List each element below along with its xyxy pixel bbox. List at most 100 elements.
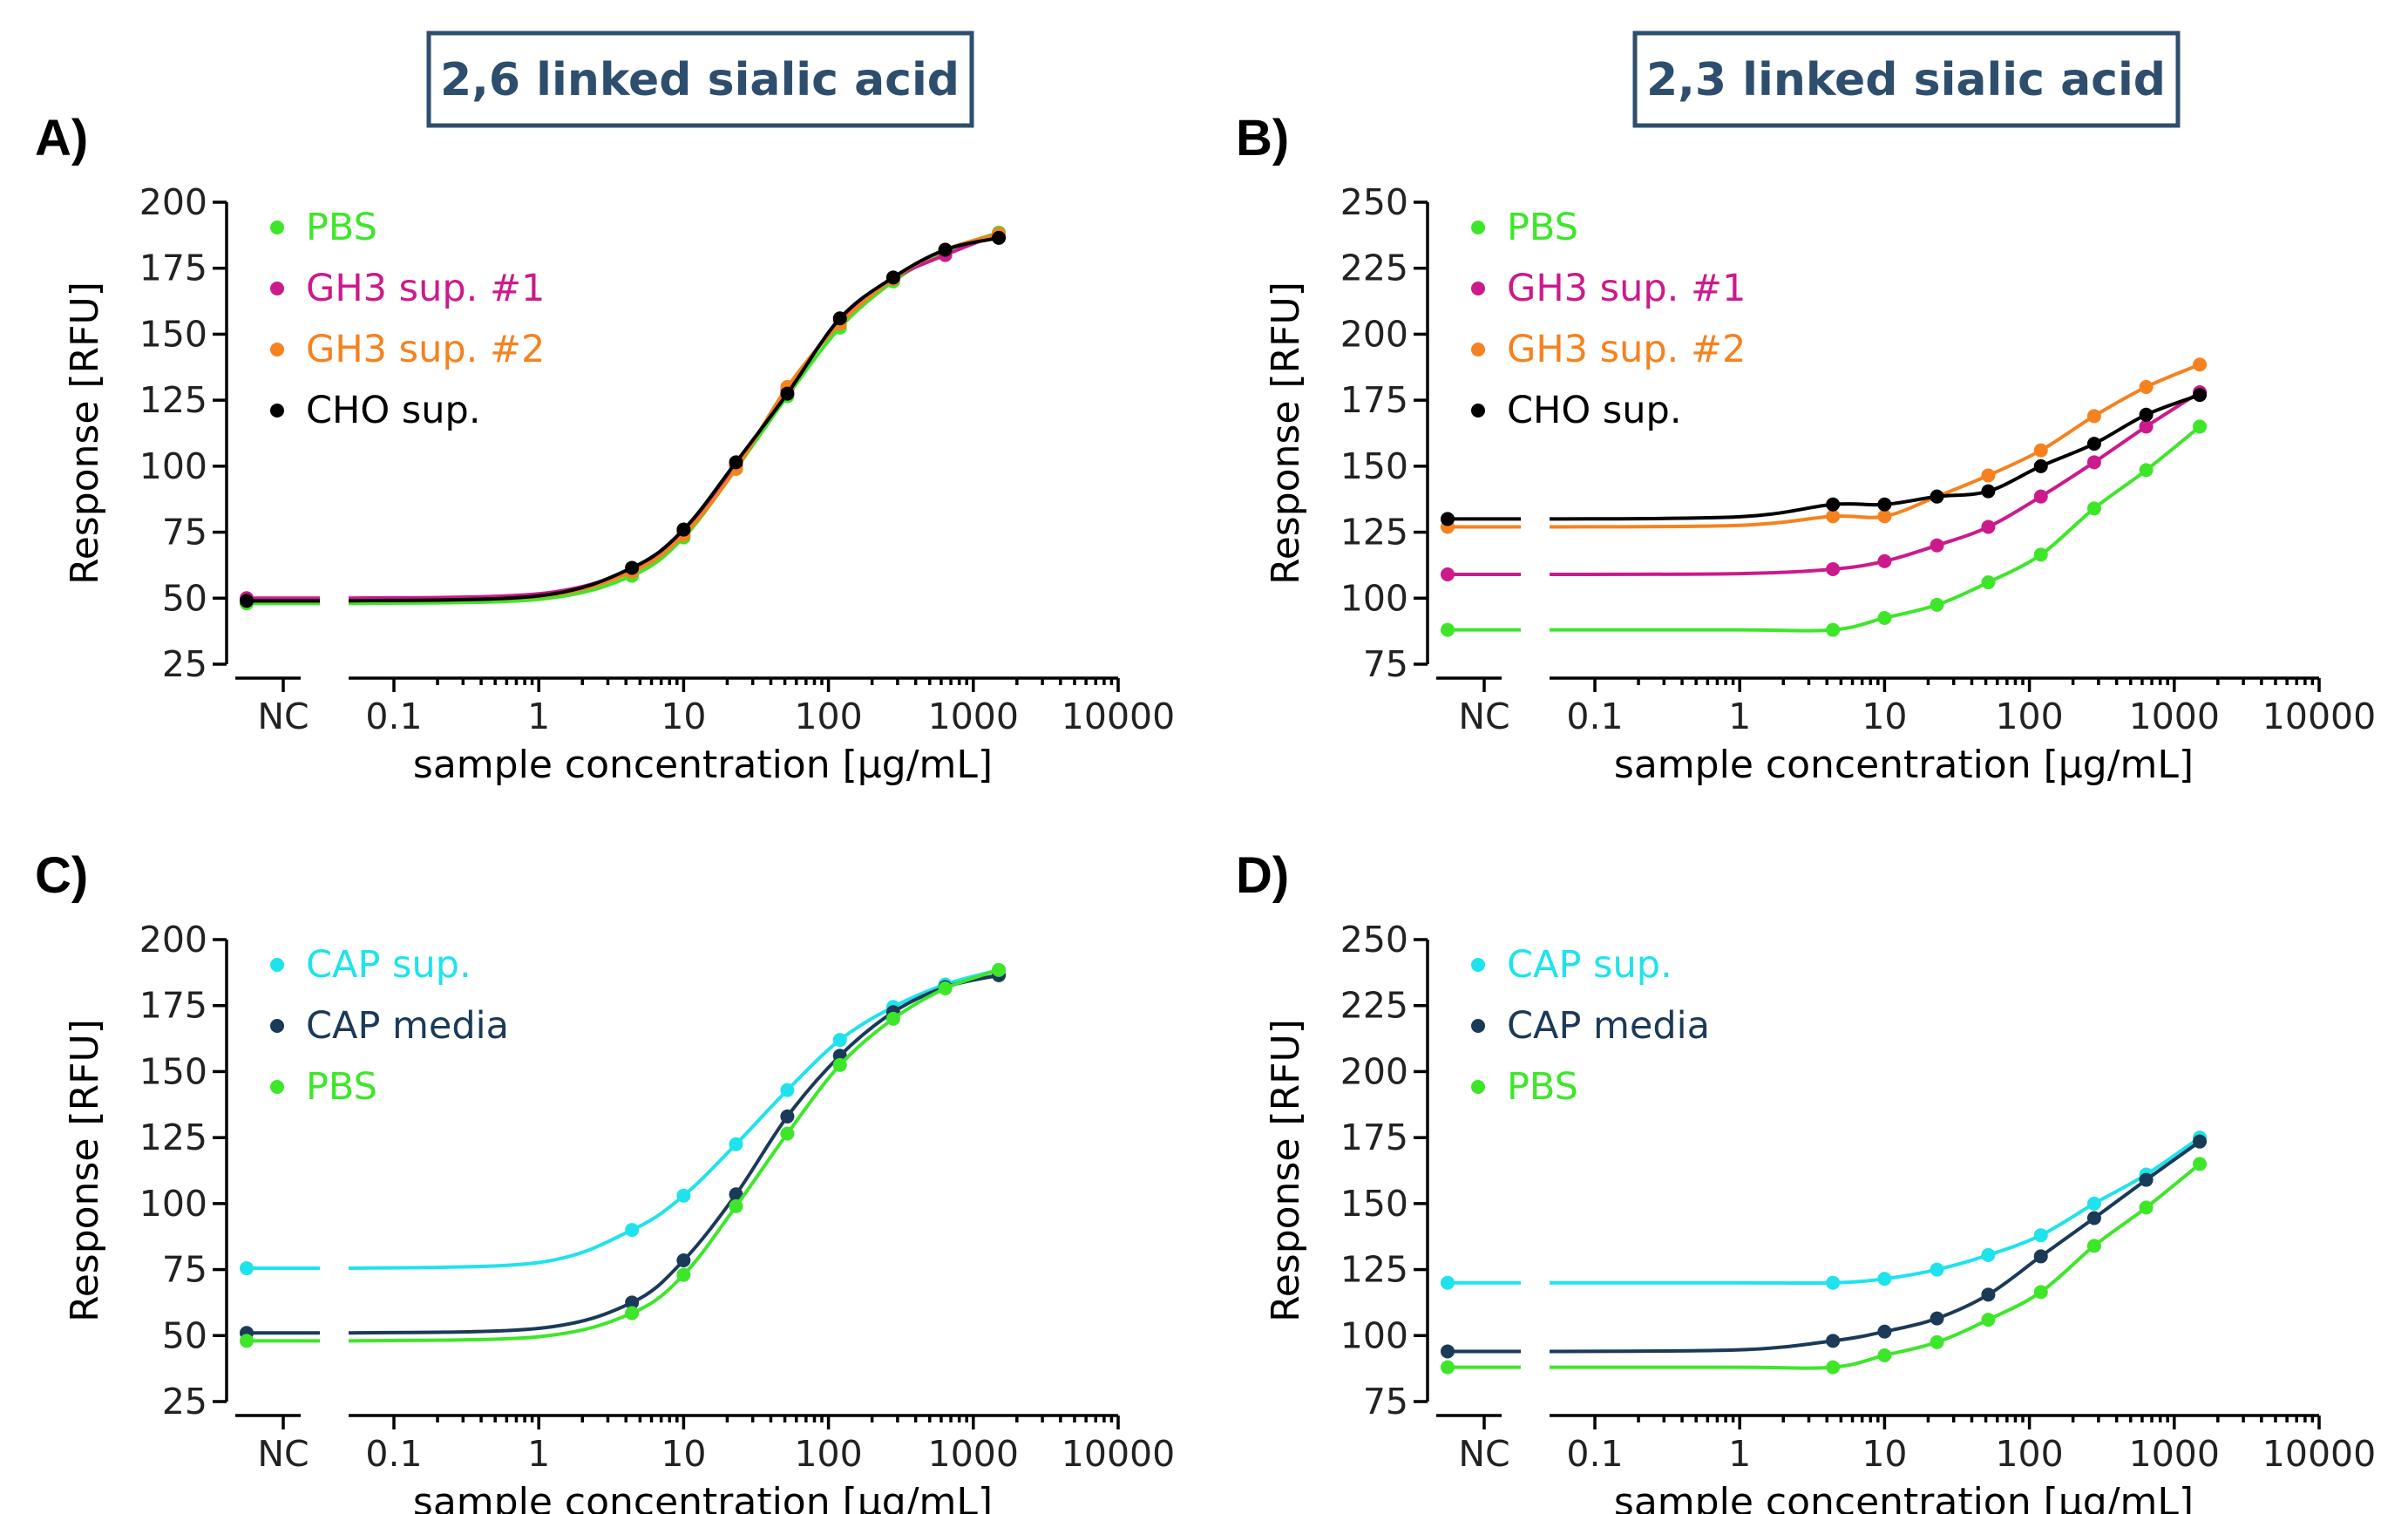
data-point <box>2139 380 2154 394</box>
y-tick-label: 150 <box>1340 1183 1408 1225</box>
y-tick-label: 75 <box>162 1249 207 1291</box>
data-point <box>2139 463 2154 478</box>
x-tick-label: 100 <box>794 696 862 737</box>
data-point <box>1981 575 1996 590</box>
data-point <box>2139 1200 2154 1215</box>
data-point <box>676 1188 691 1203</box>
data-point <box>1877 1324 1892 1339</box>
data-point-nc <box>1441 1360 1455 1375</box>
data-point <box>625 1306 640 1321</box>
legend-label: CAP media <box>1507 1004 1710 1048</box>
data-point-nc <box>1441 512 1455 526</box>
data-point <box>1930 538 1944 553</box>
legend-label: CHO sup. <box>1507 389 1682 432</box>
legend-label: CAP sup. <box>1507 943 1672 987</box>
data-point <box>1930 1262 1944 1277</box>
legend-marker <box>1471 1080 1485 1094</box>
y-tick-label: 150 <box>1340 445 1408 487</box>
data-point <box>1981 1247 1996 1262</box>
data-point-nc <box>240 1261 254 1276</box>
data-point <box>2086 437 2101 451</box>
fit-curve <box>1549 1140 2201 1354</box>
x-tick-label: 100 <box>1995 1433 2063 1475</box>
data-point <box>1981 1287 1996 1302</box>
x-tick-label: 10 <box>1862 696 1907 737</box>
y-tick-label: 50 <box>162 1314 207 1356</box>
data-point <box>1877 1348 1892 1362</box>
data-point <box>2086 1196 2101 1211</box>
x-tick-label: 1000 <box>928 1433 1019 1475</box>
legend-marker <box>270 1080 284 1094</box>
y-tick-label: 100 <box>1340 1314 1408 1356</box>
legend-label: PBS <box>1507 206 1578 249</box>
legend-marker <box>270 343 284 356</box>
x-axis-title: sample concentration [µg/mL] <box>413 1480 993 1514</box>
data-point <box>1877 497 1892 512</box>
data-point-nc <box>240 1334 254 1348</box>
data-point <box>2139 407 2154 422</box>
x-tick-label: 0.1 <box>1566 1433 1623 1475</box>
data-point <box>625 1223 640 1238</box>
x-tick-label: 10000 <box>2262 1433 2376 1475</box>
x-tick-label: 10 <box>661 1433 706 1475</box>
series-gh3-sup-1: GH3 sup. #1 <box>1441 267 2208 582</box>
fit-curve <box>348 973 1000 1335</box>
data-point <box>2033 547 2048 562</box>
y-tick-label: 200 <box>1340 313 1408 355</box>
legend-marker <box>1471 404 1485 418</box>
data-point <box>1877 509 1892 524</box>
y-tick-label: 25 <box>162 1381 207 1422</box>
series-pbs: PBS <box>1441 206 2208 637</box>
y-tick-label: 100 <box>1340 577 1408 619</box>
y-tick-label: 150 <box>139 313 207 355</box>
legend-label: GH3 sup. #2 <box>306 328 545 371</box>
data-point <box>832 1033 847 1048</box>
data-point <box>676 1253 691 1267</box>
data-point <box>1826 622 1841 637</box>
data-point <box>2193 388 2208 403</box>
data-point <box>2193 357 2208 372</box>
y-axis-title: Response [RFU] <box>63 1019 107 1322</box>
x-tick-label: 10 <box>1862 1433 1907 1475</box>
legend-label: PBS <box>1507 1065 1578 1109</box>
data-point <box>2086 1239 2101 1253</box>
data-point <box>1826 561 1841 576</box>
chart-panel-d: D) 75 100 125 150 175 200 225 250 Response [RFU] N… <box>1236 847 2376 1514</box>
legend-label: PBS <box>306 206 377 249</box>
data-point <box>780 1126 795 1141</box>
series-cap-sup: CAP sup. <box>240 943 1007 1276</box>
data-point <box>729 1187 743 1202</box>
y-axis-title: Response [RFU] <box>1264 1019 1308 1322</box>
y-tick-label: 50 <box>162 577 207 619</box>
data-point <box>2086 1211 2101 1225</box>
data-point <box>1826 1334 1841 1348</box>
data-point <box>780 1083 795 1097</box>
x-tick-label: 1000 <box>2129 696 2220 737</box>
header-box-left: 2,6 linked sialic acid <box>426 31 974 128</box>
chart-panel-c: C) 25 50 75 100 125 150 175 200 Response [RFU] NC 0… <box>35 847 1175 1514</box>
y-tick-label: 200 <box>1340 1050 1408 1092</box>
x-tick-label-nc: NC <box>1458 1433 1509 1475</box>
data-point <box>1981 1313 1996 1327</box>
y-tick-label: 200 <box>139 181 207 223</box>
data-point <box>2193 419 2208 434</box>
series-cap-media: CAP media <box>240 967 1007 1341</box>
data-point <box>676 522 691 537</box>
legend-label: GH3 sup. #1 <box>306 267 545 310</box>
header-box-right: 2,3 linked sialic acid <box>1632 31 2181 128</box>
series-cap-media: CAP media <box>1441 1004 2208 1359</box>
panel-label: A) <box>35 110 88 166</box>
data-point <box>729 1137 743 1151</box>
data-point-nc <box>240 594 254 608</box>
series-pbs: PBS <box>1441 1065 2208 1375</box>
data-point <box>2033 443 2048 458</box>
y-tick-label: 175 <box>1340 379 1408 421</box>
data-point <box>1826 1360 1841 1375</box>
panel-label: D) <box>1236 847 1289 904</box>
data-point <box>1930 1311 1944 1326</box>
data-point-nc <box>1441 1344 1455 1359</box>
chart-panel-b: B) 75 100 125 150 175 200 225 250 Response [RFU] N… <box>1236 110 2376 787</box>
data-point <box>938 242 953 257</box>
legend-label: CAP sup. <box>306 943 471 987</box>
